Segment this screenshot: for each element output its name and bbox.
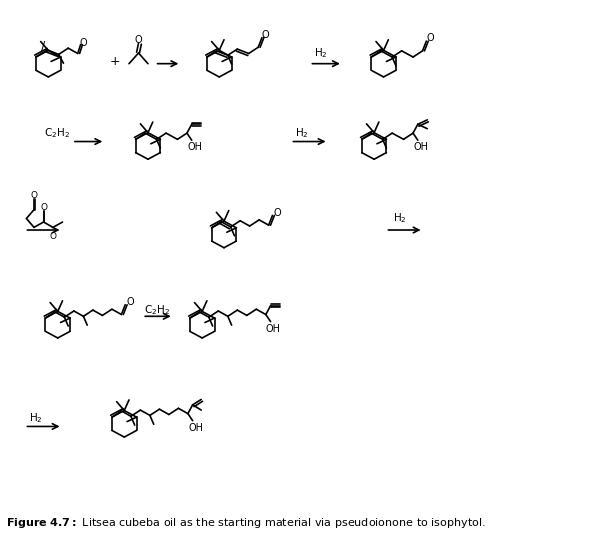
Text: O: O <box>31 191 37 200</box>
Text: /: / <box>41 39 46 52</box>
Text: OH: OH <box>187 143 202 152</box>
Text: C$_2$H$_2$: C$_2$H$_2$ <box>144 303 170 317</box>
Text: C$_2$H$_2$: C$_2$H$_2$ <box>44 126 70 140</box>
Text: OH: OH <box>413 143 428 152</box>
Text: O: O <box>262 30 269 40</box>
Text: H$_2$: H$_2$ <box>393 212 407 225</box>
Text: O: O <box>126 297 134 307</box>
Text: O: O <box>134 35 142 45</box>
Text: H$_2$: H$_2$ <box>314 46 328 60</box>
Text: O: O <box>274 208 281 218</box>
Text: OH: OH <box>188 423 203 433</box>
Text: +: + <box>109 54 120 67</box>
Text: H$_2$: H$_2$ <box>295 126 309 140</box>
Text: O: O <box>40 203 47 212</box>
Text: O: O <box>80 38 87 48</box>
Text: O: O <box>49 232 56 240</box>
Text: $\bf{Figure\ 4.7:}$ Litsea cubeba oil as the starting material via pseudoionone : $\bf{Figure\ 4.7:}$ Litsea cubeba oil as… <box>6 516 486 530</box>
Text: H$_2$: H$_2$ <box>29 411 43 424</box>
Text: O: O <box>427 33 434 44</box>
Text: OH: OH <box>266 324 281 333</box>
